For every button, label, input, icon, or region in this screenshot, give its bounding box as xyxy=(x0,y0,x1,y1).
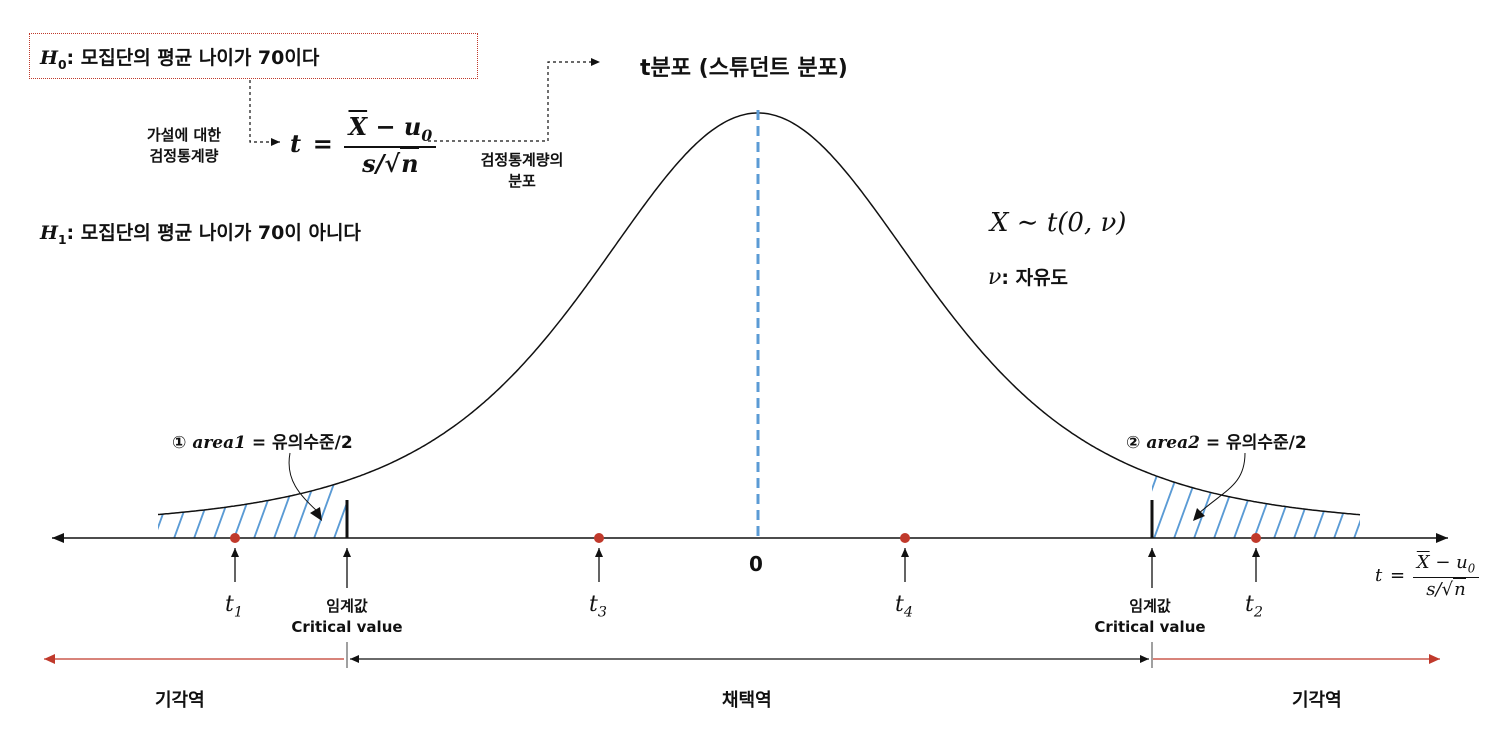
h1-label: H1: 모집단의 평균 나이가 70이 아니다 xyxy=(40,222,361,247)
axis-right-arrowhead xyxy=(1436,533,1448,543)
point-t2 xyxy=(1251,533,1261,543)
area2-pointer xyxy=(1197,452,1246,515)
area1-pointer-head xyxy=(310,507,322,521)
accept-region-label: 채택역 xyxy=(722,690,772,711)
area2-pointer-head xyxy=(1193,508,1205,521)
zero-label: 0 xyxy=(749,552,763,576)
area1-pointer xyxy=(288,452,319,513)
label-t1: t1 xyxy=(225,592,243,621)
distribution-title: t분포 (스튜던트 분포) xyxy=(640,56,848,81)
critical-value-left-label: 임계값 Critical value xyxy=(291,597,403,636)
h0-to-statistic-connector xyxy=(249,80,280,146)
point-t3 xyxy=(594,533,604,543)
area1-label: ① area1 = 유의수준/2 xyxy=(172,433,353,453)
label-t3: t3 xyxy=(589,592,607,621)
axis-left-arrowhead xyxy=(52,533,64,543)
critical-value-right-label: 임계값 Critical value xyxy=(1094,597,1206,636)
left-tail-area xyxy=(158,480,347,538)
statistic-to-distribution-connector xyxy=(428,58,600,142)
label-t4: t4 xyxy=(895,592,913,621)
reject-region-left-label: 기각역 xyxy=(155,690,205,711)
distribution-notation: X ∼ t(0, ν) xyxy=(990,208,1127,238)
h0-label: H0: 모집단의 평균 나이가 70이다 xyxy=(40,47,320,72)
right-tail-area xyxy=(1152,474,1360,538)
statistic-distribution-label: 검정통계량의 분포 xyxy=(480,151,564,190)
label-t2: t2 xyxy=(1245,592,1263,621)
axis-variable-formula: t = X − u0 s/√n xyxy=(1375,552,1480,600)
h0-box xyxy=(29,33,478,79)
test-statistic-formula: t = X − u0 s/√n xyxy=(290,112,437,178)
area2-label: ② area2 = 유의수준/2 xyxy=(1126,433,1307,453)
point-t1 xyxy=(230,533,240,543)
point-t4 xyxy=(900,533,910,543)
statistic-label: 가설에 대한 검정통계량 xyxy=(146,126,222,165)
reject-region-right-label: 기각역 xyxy=(1292,690,1342,711)
degrees-of-freedom-label: ν: 자유도 xyxy=(988,265,1069,290)
